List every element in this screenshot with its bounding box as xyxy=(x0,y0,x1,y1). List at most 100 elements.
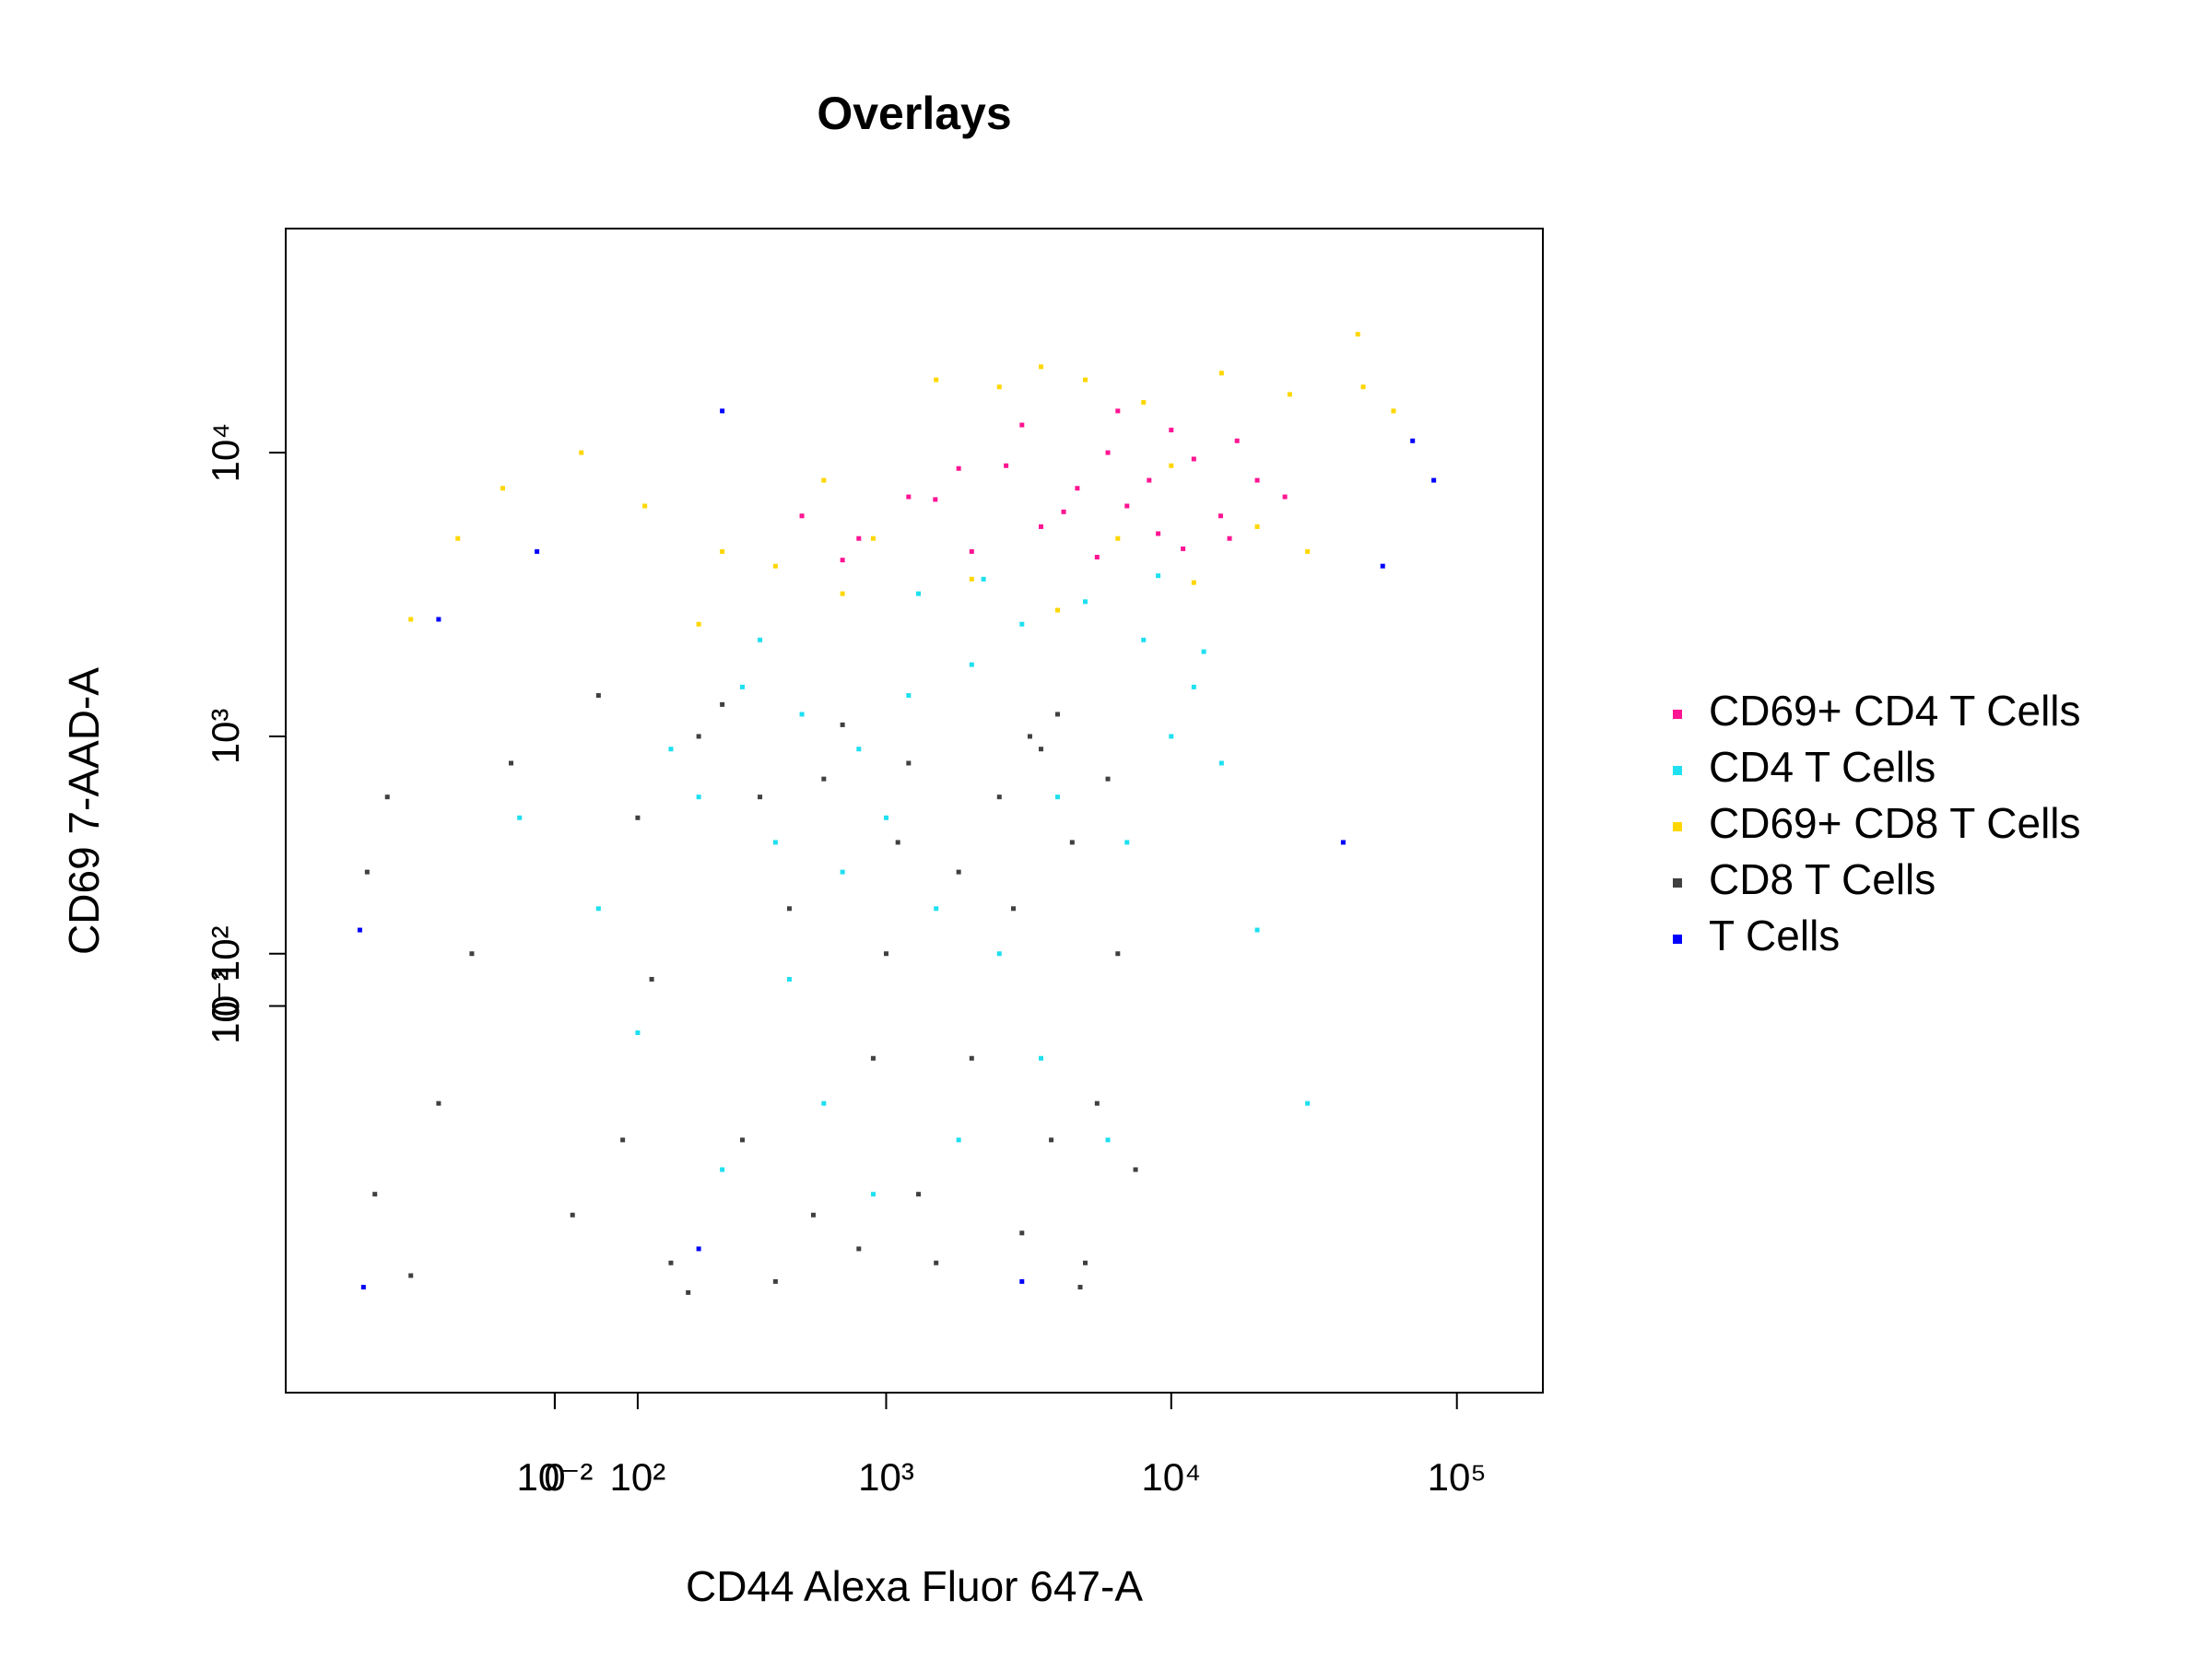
x-tick-label: 10⁵ xyxy=(1428,1455,1487,1499)
point xyxy=(620,1137,626,1143)
point xyxy=(1011,906,1017,912)
point xyxy=(739,684,745,689)
point xyxy=(668,1260,674,1265)
point xyxy=(1069,840,1075,845)
point xyxy=(906,693,912,699)
legend-swatch xyxy=(1673,822,1682,831)
point xyxy=(739,1137,745,1143)
point xyxy=(1124,840,1130,845)
point xyxy=(1082,1260,1088,1265)
point xyxy=(906,760,912,766)
point xyxy=(668,747,674,752)
point xyxy=(1075,486,1080,491)
point xyxy=(455,535,461,541)
point xyxy=(1027,734,1032,739)
point xyxy=(856,747,862,752)
point xyxy=(595,693,601,699)
point xyxy=(1305,1100,1311,1106)
point xyxy=(1380,563,1385,569)
point xyxy=(1019,621,1025,627)
point xyxy=(1305,548,1311,554)
point xyxy=(821,776,827,782)
point xyxy=(1019,422,1025,428)
point xyxy=(436,617,441,622)
point xyxy=(996,384,1002,390)
point xyxy=(1082,599,1088,605)
point xyxy=(1115,535,1121,541)
point xyxy=(372,1192,378,1197)
point xyxy=(635,815,641,820)
point xyxy=(895,840,900,845)
point xyxy=(1094,554,1100,559)
point xyxy=(810,1212,816,1218)
point xyxy=(870,1055,876,1061)
point xyxy=(1082,377,1088,382)
point xyxy=(649,976,654,982)
point xyxy=(1019,1230,1025,1236)
point xyxy=(508,760,513,766)
point xyxy=(1169,734,1174,739)
point xyxy=(720,408,725,414)
point xyxy=(870,535,876,541)
point xyxy=(883,815,888,820)
legend-swatch xyxy=(1673,878,1682,888)
point xyxy=(772,1278,778,1284)
point xyxy=(1039,1055,1044,1061)
point xyxy=(1282,494,1288,500)
plot-frame xyxy=(285,228,1544,1394)
point xyxy=(1191,684,1196,689)
point xyxy=(1094,1100,1100,1106)
point xyxy=(758,794,763,800)
point xyxy=(906,494,912,500)
legend-swatch xyxy=(1673,710,1682,719)
point xyxy=(956,1137,961,1143)
point xyxy=(969,662,974,667)
point xyxy=(916,1192,922,1197)
point xyxy=(1191,580,1196,585)
point xyxy=(981,576,986,582)
point xyxy=(1355,332,1360,337)
point xyxy=(720,548,725,554)
point xyxy=(579,450,584,455)
chart-title: Overlays xyxy=(817,88,1011,139)
point xyxy=(934,906,939,912)
point xyxy=(934,377,939,382)
point xyxy=(1431,477,1437,483)
x-tick-label: 0 xyxy=(544,1455,565,1499)
point xyxy=(786,976,792,982)
point xyxy=(856,1246,862,1252)
point xyxy=(570,1212,575,1218)
point xyxy=(357,927,362,933)
point xyxy=(934,1260,939,1265)
x-tick-label: 10³ xyxy=(858,1455,914,1499)
y-tick-label: 0 xyxy=(204,995,247,1017)
point xyxy=(1218,371,1224,376)
point xyxy=(786,906,792,912)
point xyxy=(1054,712,1060,717)
point xyxy=(696,1246,701,1252)
point xyxy=(1254,927,1260,933)
point xyxy=(883,951,888,957)
point xyxy=(1039,364,1044,370)
point xyxy=(642,503,648,509)
point xyxy=(840,591,845,596)
point xyxy=(1105,1137,1111,1143)
point xyxy=(996,951,1002,957)
point xyxy=(1410,438,1416,443)
point xyxy=(384,794,390,800)
point xyxy=(969,548,974,554)
x-tick-label: 10⁻² xyxy=(516,1455,593,1499)
point xyxy=(1133,1167,1138,1172)
point xyxy=(996,794,1002,800)
legend-label: CD69+ CD8 T Cells xyxy=(1709,799,2081,847)
point xyxy=(758,637,763,642)
point xyxy=(1340,840,1346,845)
point xyxy=(1077,1285,1083,1290)
point xyxy=(956,465,961,471)
x-tick-label: 10⁴ xyxy=(1141,1455,1201,1499)
point xyxy=(916,591,922,596)
x-tick-label: 10² xyxy=(610,1455,666,1499)
point xyxy=(535,548,540,554)
point xyxy=(595,906,601,912)
